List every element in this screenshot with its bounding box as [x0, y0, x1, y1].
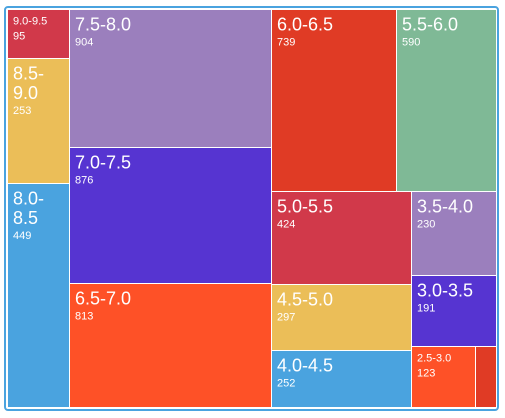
- treemap-rect-7-0-7-5: [70, 148, 271, 283]
- treemap-rect-3-5-4-0: [412, 192, 496, 275]
- treemap-value-7-0-7-5: 876: [75, 174, 93, 186]
- treemap-cell-7-5-8-0[interactable]: 7.5-8.0 904: [70, 10, 271, 147]
- treemap-rect-4-0-4-5: [272, 351, 411, 407]
- treemap-value-4-0-4-5: 252: [277, 377, 295, 389]
- treemap-value-4-5-5-0: 297: [277, 311, 295, 323]
- treemap-cell-4-5-5-0[interactable]: 4.5-5.0 297: [272, 285, 411, 350]
- treemap-value-2-5-3-0: 123: [417, 367, 435, 379]
- treemap-value-3-0-3-5: 191: [417, 302, 435, 314]
- treemap-rect-4-5-5-0: [272, 285, 411, 350]
- treemap-rect-9-0-9-5: [8, 10, 69, 58]
- treemap-rect-6-5-7-0: [70, 284, 271, 407]
- treemap-label-5-5-6-0: 5.5-6.0: [402, 14, 458, 34]
- treemap-rect-2-5-3-0: [412, 347, 475, 407]
- treemap-cell-2-5-3-0[interactable]: 2.5-3.0 123: [412, 347, 475, 407]
- treemap-cell-9-0-9-5[interactable]: 9.0-9.5 95: [8, 10, 69, 58]
- treemap-value-5-5-6-0: 590: [402, 36, 420, 48]
- treemap-value-5-0-5-5: 424: [277, 218, 295, 230]
- treemap-cell-3-0-3-5[interactable]: 3.0-3.5 191: [412, 276, 496, 346]
- treemap-cell-8-0-8-5[interactable]: 8.0-8.5 449: [8, 184, 69, 407]
- treemap-value-6-5-7-0: 813: [75, 310, 93, 322]
- treemap-rect-7-5-8-0: [70, 10, 271, 147]
- treemap-cell-6-5-7-0[interactable]: 6.5-7.0 813: [70, 284, 271, 407]
- treemap-label-4-0-4-5: 4.0-4.5: [277, 355, 333, 375]
- treemap-label-4-5-5-0: 4.5-5.0: [277, 289, 333, 309]
- treemap-rect-8-0-8-5: [8, 184, 69, 407]
- treemap-label-5-0-5-5: 5.0-5.5: [277, 196, 333, 216]
- treemap-value-9-0-9-5: 95: [13, 30, 25, 42]
- treemap-label-6-0-6-5: 6.0-6.5: [277, 14, 333, 34]
- treemap-cell-7-0-7-5[interactable]: 7.0-7.5 876: [70, 148, 271, 283]
- treemap-label-7-0-7-5: 7.0-7.5: [75, 152, 131, 172]
- treemap-cell-5-0-5-5[interactable]: 5.0-5.5 424: [272, 192, 411, 284]
- treemap-label-2-5-3-0: 2.5-3.0: [417, 352, 451, 364]
- treemap-label-8-5-9-0: 8.5-9.0: [13, 63, 44, 103]
- treemap-value-7-5-8-0: 904: [75, 36, 93, 48]
- treemap-label-7-5-8-0: 7.5-8.0: [75, 14, 131, 34]
- treemap-value-3-5-4-0: 230: [417, 218, 435, 230]
- treemap-value-8-5-9-0: 253: [13, 105, 31, 117]
- treemap-label-8-0-8-5: 8.0-8.5: [13, 188, 44, 228]
- treemap-cell-unlabeled[interactable]: [476, 347, 496, 407]
- treemap-value-6-0-6-5: 739: [277, 36, 295, 48]
- treemap-rect-3-0-3-5: [412, 276, 496, 346]
- treemap-rect-6-0-6-5: [272, 10, 396, 191]
- treemap-label-6-5-7-0: 6.5-7.0: [75, 288, 131, 308]
- treemap-rect-5-5-6-0: [397, 10, 496, 191]
- treemap-rect-8-5-9-0: [8, 59, 69, 183]
- treemap-value-8-0-8-5: 449: [13, 230, 31, 242]
- treemap-label-3-5-4-0: 3.5-4.0: [417, 196, 473, 216]
- treemap-rect-5-0-5-5: [272, 192, 411, 284]
- treemap-cell-6-0-6-5[interactable]: 6.0-6.5 739: [272, 10, 396, 191]
- treemap-label-9-0-9-5: 9.0-9.5: [13, 15, 47, 27]
- treemap-cell-8-5-9-0[interactable]: 8.5-9.0 253: [8, 59, 69, 183]
- treemap-cell-4-0-4-5[interactable]: 4.0-4.5 252: [272, 351, 411, 407]
- treemap-cell-3-5-4-0[interactable]: 3.5-4.0 230: [412, 192, 496, 275]
- treemap-cell-5-5-6-0[interactable]: 5.5-6.0 590: [397, 10, 496, 191]
- treemap-label-3-0-3-5: 3.0-3.5: [417, 280, 473, 300]
